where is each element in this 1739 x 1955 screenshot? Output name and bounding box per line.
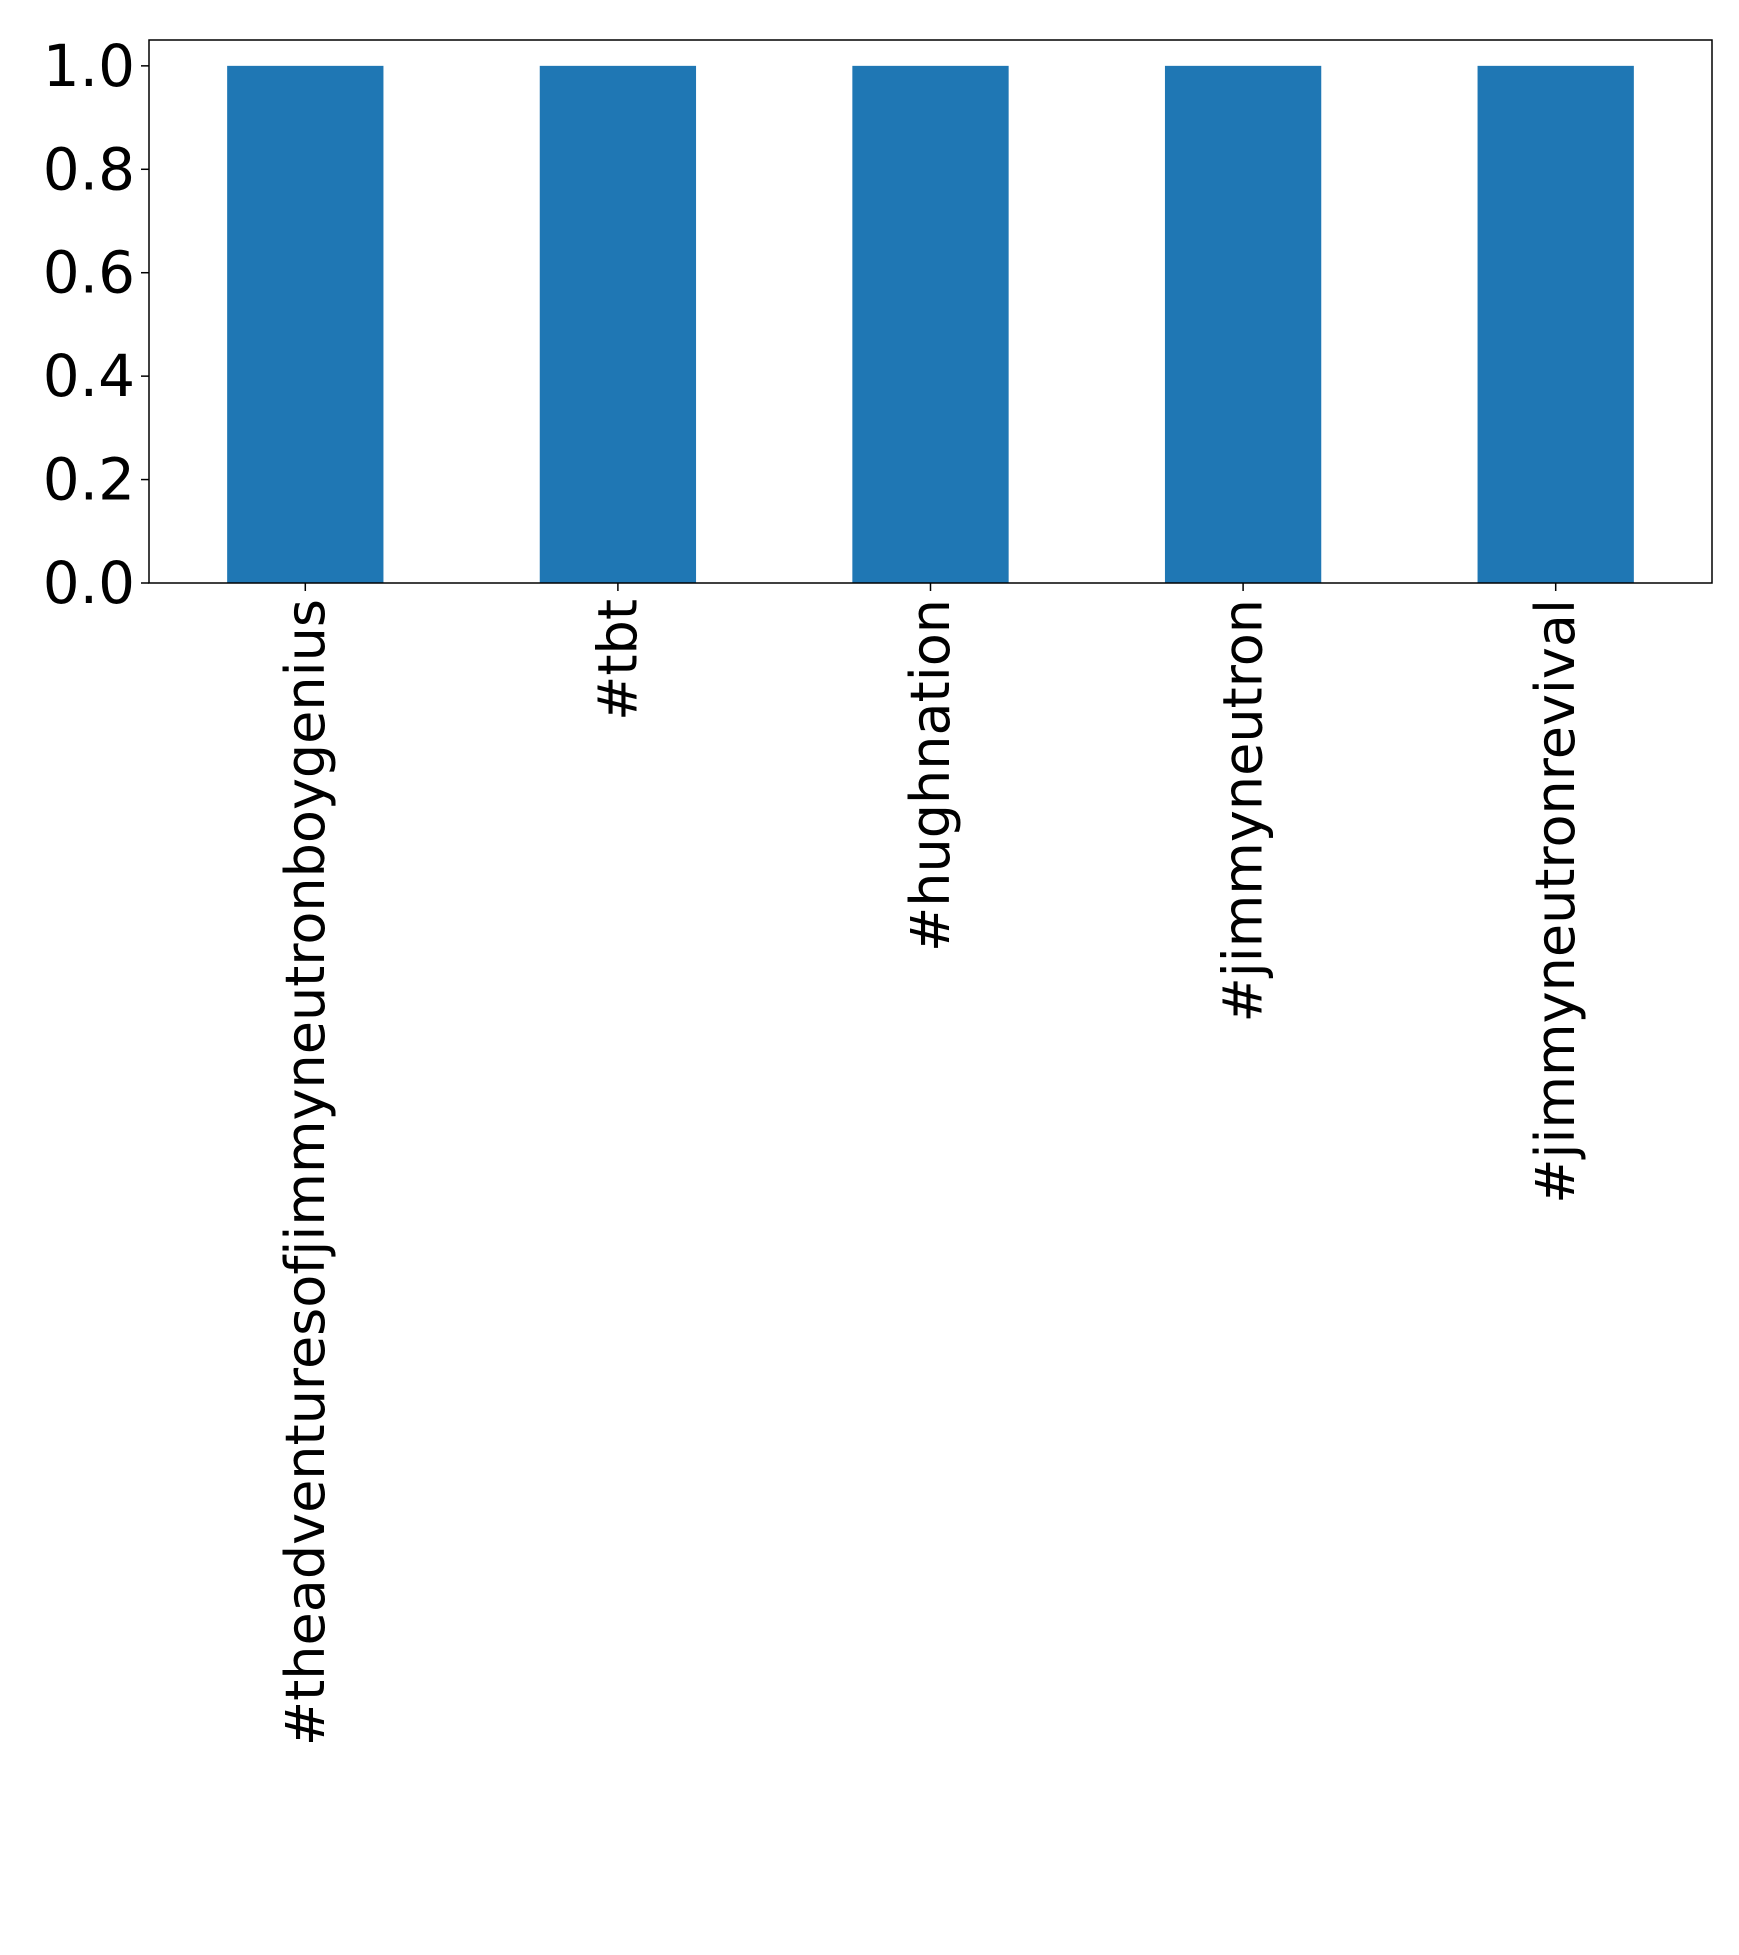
bar <box>1164 65 1322 584</box>
y-tick-label: 1.0 <box>43 32 135 100</box>
x-tick-label: #hughnation <box>899 599 962 952</box>
y-tick-label: 0.8 <box>43 135 135 203</box>
bars-group <box>227 65 1634 584</box>
bar <box>852 65 1009 584</box>
y-axis: 0.0 0.2 0.4 0.6 0.8 1.0 <box>43 32 149 617</box>
x-tick-label: #jimmyneutron <box>1212 599 1275 1023</box>
y-tick-label: 0.6 <box>43 239 135 307</box>
x-axis: #theadventuresofjimmyneutronboygenius #tb… <box>274 583 1587 1746</box>
x-tick-label: #jimmyneutronrevival <box>1524 599 1587 1204</box>
x-tick-label: #theadventuresofjimmyneutronboygenius <box>274 599 337 1746</box>
bar <box>227 65 384 584</box>
bar <box>1477 65 1634 584</box>
y-tick-label: 0.2 <box>43 446 135 514</box>
y-tick-label: 0.0 <box>43 549 135 617</box>
bar <box>539 65 697 584</box>
x-tick-label: #tbt <box>586 599 649 721</box>
y-tick-label: 0.4 <box>43 342 135 410</box>
